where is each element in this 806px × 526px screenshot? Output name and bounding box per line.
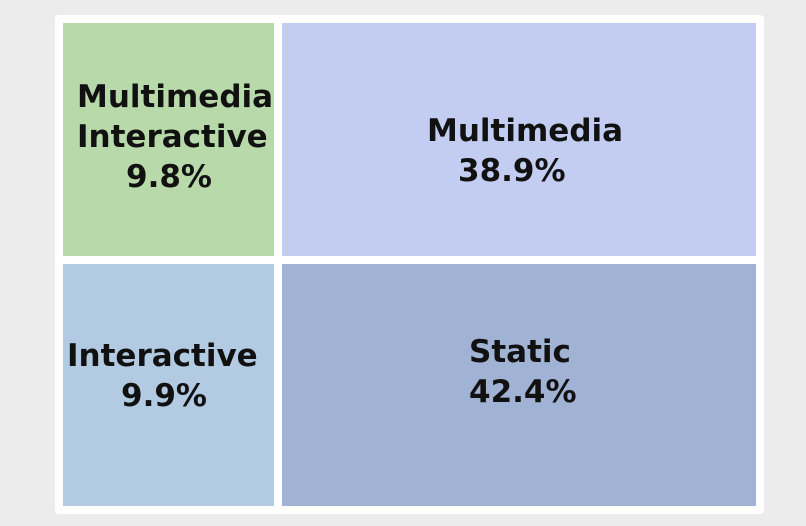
- cell-name-line: Multimedia: [77, 79, 274, 115]
- cell-label-multimedia: Multimedia 38.9%: [427, 111, 623, 191]
- cell-name-line: Interactive: [77, 119, 268, 155]
- cell-label-interactive: Interactive 9.9%: [67, 336, 258, 416]
- cell-label-multimedia-interactive: Multimedia Interactive 9.8%: [77, 77, 273, 197]
- cell-value: 9.9%: [121, 378, 207, 414]
- treemap-chart: Multimedia Interactive 9.8% Multimedia 3…: [55, 15, 764, 514]
- cell-name-line: Static: [469, 334, 571, 370]
- cell-value: 42.4%: [469, 374, 577, 410]
- treemap-cell-multimedia: [282, 23, 756, 256]
- cell-value: 9.8%: [126, 159, 212, 195]
- treemap-cell-interactive: [63, 264, 274, 506]
- treemap-cell-multimedia-interactive: [63, 23, 274, 256]
- cell-value: 38.9%: [458, 153, 566, 189]
- cell-name-line: Interactive: [67, 338, 258, 374]
- treemap-cell-static: [282, 264, 756, 506]
- cell-label-static: Static 42.4%: [469, 332, 577, 412]
- cell-name-line: Multimedia: [427, 113, 624, 149]
